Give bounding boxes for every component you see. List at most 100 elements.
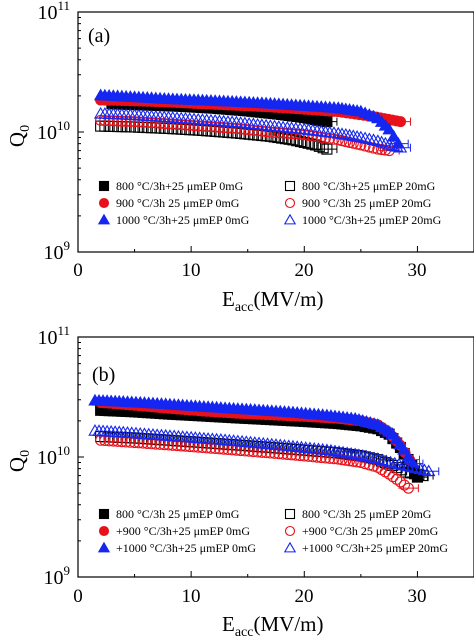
data-point [344,446,358,459]
data-point [382,138,396,150]
data-point [398,479,410,491]
data-point [354,130,368,143]
data-point [348,447,362,460]
panel-a-plot [93,88,411,157]
data-point [339,128,353,140]
panel-a-xtick-0: 0 [73,260,83,281]
legend-label: +900 °C/3h+25 μmEP 0mG [116,524,250,538]
panel-b-xtick-0: 0 [73,586,83,607]
data-point [401,449,416,462]
data-point [393,140,408,153]
data-point [298,450,310,462]
legend-marker [98,197,110,209]
data-point [281,448,293,461]
data-point [332,445,346,457]
legend-label: 1000 °C/3h+25 μmEP 0mG [116,213,250,227]
legend-marker [98,508,110,520]
legend-marker [284,180,296,192]
panel-a-ticks [77,11,418,253]
panel-a-xtick-20: 20 [295,260,314,281]
panel-a-label: (a) [88,25,110,47]
data-point [324,443,338,456]
data-point [346,129,361,142]
legend-label: 800 °C/3h+25 μmEP 20mG [302,179,436,193]
panel-b-ytick-1e9: 109 [44,563,71,589]
panel-a: (a) 1011 1010 109 0 10 20 30 Eacc(MV/m) … [5,0,474,315]
legend-marker [98,525,110,537]
legend-marker [97,541,111,553]
data-point [347,455,359,467]
legend-label: 900 °C/3h 25 μmEP 0mG [116,196,240,210]
data-point [409,461,423,474]
data-point [328,453,340,465]
data-point [359,458,371,470]
data-point [351,456,363,468]
data-point [331,126,345,139]
data-point [352,448,366,461]
data-point [315,451,327,464]
legend-marker [284,197,296,209]
data-point [375,453,389,466]
series-5 [88,424,440,477]
data-point [417,463,432,476]
series-2 [93,88,409,149]
data-point [319,452,332,464]
panel-b-ytick-1e10: 1010 [37,443,70,469]
legend-label: 1000 °C/3h+25 μmEP 20mG [302,213,442,227]
data-point [382,122,396,135]
data-point [332,453,344,465]
data-point [405,460,419,473]
legend-marker [98,180,110,192]
data-point [394,476,407,488]
data-point [342,128,357,141]
data-point [336,454,348,466]
data-point [383,455,398,468]
data-point [413,462,427,475]
data-point [320,443,334,456]
data-point [340,446,354,459]
data-point [374,135,389,148]
panel-b-xtick-20: 20 [295,586,314,607]
legend-marker [284,525,296,537]
data-point [378,136,393,149]
data-point [356,449,370,461]
panel-a-legend: 800 °C/3h+25 μmEP 0mG 900 °C/3h 25 μmEP 0… [97,179,442,227]
data-point [389,139,404,152]
data-point [324,452,336,464]
panel-a-ytick-1e9: 109 [44,238,71,264]
panel-b-ticks [77,336,418,578]
data-point [386,139,400,151]
panel-b-ylabel: Q0 [5,450,33,472]
legend-label: +1000 °C/3h+25 μmEP 20mG [302,541,448,555]
data-point [328,444,342,457]
panel-b-label: (b) [92,364,115,386]
data-point [311,451,323,463]
data-point [355,456,367,469]
panel-b-legend: 800 °C/3h 25 μmEP 0mG +900 °C/3h+25 μmEP … [97,507,448,555]
data-point [392,457,406,470]
panel-a-ylabel: Q0 [5,125,33,147]
legend-label: 800 °C/3h+25 μmEP 0mG [116,179,244,193]
data-point [366,133,381,146]
data-point [336,445,350,458]
data-point [287,134,299,146]
data-point [371,134,385,146]
data-point [379,454,394,467]
panel-a-xlabel: Eacc(MV/m) [222,287,323,315]
panel-b-xtick-10: 10 [182,586,201,607]
data-point [277,448,289,460]
series-5 [93,106,411,153]
data-point [286,449,298,461]
legend-label: 900 °C/3h 25 μmEP 20mG [302,196,432,210]
legend-label: 800 °C/3h 25 μmEP 0mG [116,507,240,521]
data-point [294,450,306,462]
data-point [388,456,402,469]
data-point [350,129,364,142]
data-point [422,464,436,477]
data-point [371,452,385,464]
data-point [343,455,356,467]
data-point [340,454,352,466]
data-point [359,449,374,462]
panel-a-ytick-1e10: 1010 [37,118,70,144]
